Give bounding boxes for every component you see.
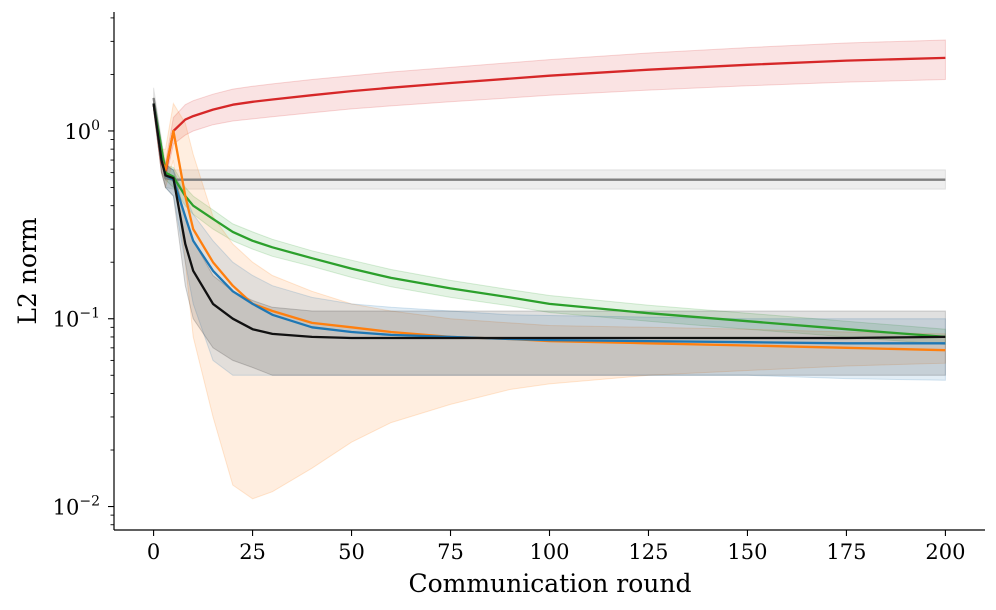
x-tick-label: 125 xyxy=(628,540,668,564)
x-axis-label: Communication round xyxy=(408,569,691,598)
y-tick-label: 10−2 xyxy=(53,494,100,520)
x-tick-label: 0 xyxy=(147,540,160,564)
y-axis-label: L2 norm xyxy=(13,217,42,325)
y-tick-label: 100 xyxy=(64,118,100,144)
series-lines xyxy=(152,56,946,352)
x-tick-label: 150 xyxy=(727,540,767,564)
x-tick-label: 25 xyxy=(239,540,266,564)
band-orange xyxy=(153,97,946,500)
x-ticks: 0 25 50 75 100 125 150 175 200 xyxy=(147,530,965,564)
x-tick-label: 100 xyxy=(529,540,569,564)
band-red xyxy=(153,39,946,182)
y-tick-label: 10−1 xyxy=(53,306,100,332)
x-tick-label: 200 xyxy=(925,540,965,564)
series-line-green xyxy=(152,103,946,339)
band-blue xyxy=(153,97,946,381)
series-line-red xyxy=(152,56,946,174)
x-tick-label: 175 xyxy=(826,540,866,564)
x-tick-label: 50 xyxy=(338,540,365,564)
x-tick-label: 75 xyxy=(437,540,464,564)
series-line-orange xyxy=(152,103,946,352)
y-ticks: 100 10−1 10−2 xyxy=(53,17,114,526)
confidence-bands xyxy=(153,39,946,500)
series-line-black xyxy=(152,103,946,340)
